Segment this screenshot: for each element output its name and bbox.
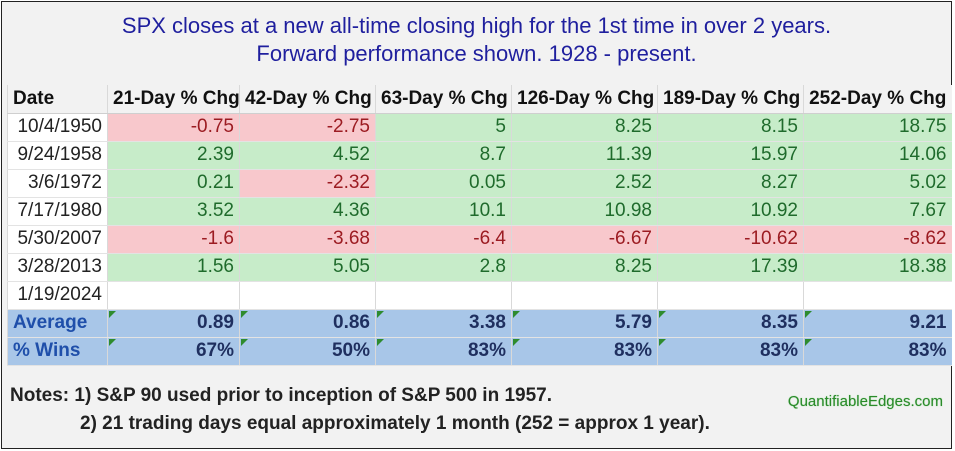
column-header-126d: 126-Day % Chg bbox=[511, 85, 658, 114]
table-row: 3/6/1972 0.21 -2.32 0.05 2.52 8.27 5.02 bbox=[7, 169, 952, 198]
table-cell: -2.75 bbox=[239, 113, 376, 142]
table-cell bbox=[107, 281, 240, 310]
table-cell: -3.68 bbox=[239, 225, 376, 254]
table-cell: -6.4 bbox=[375, 225, 512, 254]
table-cell: 11.39 bbox=[511, 141, 658, 170]
table-cell: 10.92 bbox=[657, 197, 804, 226]
row-date: 5/30/2007 bbox=[7, 225, 108, 254]
summary-row: Average 0.89 0.86 3.38 5.79 8.35 9.21 bbox=[7, 309, 952, 338]
summary-cell: 83% bbox=[657, 337, 804, 366]
column-header-42d: 42-Day % Chg bbox=[239, 85, 376, 114]
table-cell: 8.15 bbox=[657, 113, 804, 142]
column-header-date: Date bbox=[7, 85, 108, 114]
summary-row: % Wins 67% 50% 83% 83% 83% 83% bbox=[7, 337, 952, 366]
table-cell: 0.21 bbox=[107, 169, 240, 198]
summary-label: Average bbox=[7, 309, 108, 338]
table-cell: -1.6 bbox=[107, 225, 240, 254]
table-cell: 4.36 bbox=[239, 197, 376, 226]
table-row: 3/28/2013 1.56 5.05 2.8 8.25 17.39 18.38 bbox=[7, 253, 952, 282]
table-row: 1/19/2024 bbox=[7, 281, 952, 310]
row-date: 7/17/1980 bbox=[7, 197, 108, 226]
summary-cell: 83% bbox=[375, 337, 512, 366]
table-row: 7/17/1980 3.52 4.36 10.1 10.98 10.92 7.67 bbox=[7, 197, 952, 226]
table-cell: 8.25 bbox=[511, 113, 658, 142]
table-cell: 10.1 bbox=[375, 197, 512, 226]
table-cell: -6.67 bbox=[511, 225, 658, 254]
summary-label: % Wins bbox=[7, 337, 108, 366]
title-line-2: Forward performance shown. 1928 - presen… bbox=[256, 41, 697, 66]
table-cell: -2.32 bbox=[239, 169, 376, 198]
row-date: 9/24/1958 bbox=[7, 141, 108, 170]
table-cell: 15.97 bbox=[657, 141, 804, 170]
column-header-21d: 21-Day % Chg bbox=[107, 85, 240, 114]
summary-cell: 0.86 bbox=[239, 309, 376, 338]
summary-cell: 67% bbox=[107, 337, 240, 366]
note-1: Notes: 1) S&P 90 used prior to inception… bbox=[10, 385, 553, 406]
table-row: 9/24/1958 2.39 4.52 8.7 11.39 15.97 14.06 bbox=[7, 141, 952, 170]
summary-cell: 0.89 bbox=[107, 309, 240, 338]
table-row: 5/30/2007 -1.6 -3.68 -6.4 -6.67 -10.62 -8.62 bbox=[7, 225, 952, 254]
row-date: 10/4/1950 bbox=[7, 113, 108, 142]
column-header-63d: 63-Day % Chg bbox=[375, 85, 512, 114]
table-cell: 0.05 bbox=[375, 169, 512, 198]
row-date: 1/19/2024 bbox=[7, 281, 108, 310]
table-cell: 8.27 bbox=[657, 169, 804, 198]
title-line-1: SPX closes at a new all-time closing hig… bbox=[121, 13, 832, 38]
table-cell bbox=[375, 281, 512, 310]
brand-watermark: QuantifiableEdges.com bbox=[787, 393, 943, 410]
table-cell: 2.8 bbox=[375, 253, 512, 282]
table-cell: 3.52 bbox=[107, 197, 240, 226]
table-cell: 1.56 bbox=[107, 253, 240, 282]
notes: Notes: 1) S&P 90 used prior to inception… bbox=[10, 382, 710, 438]
performance-table: Date 21-Day % Chg 42-Day % Chg 63-Day % … bbox=[7, 85, 952, 366]
column-header-252d: 252-Day % Chg bbox=[803, 85, 952, 114]
table-header-row: Date 21-Day % Chg 42-Day % Chg 63-Day % … bbox=[7, 85, 952, 114]
table-cell: 5.05 bbox=[239, 253, 376, 282]
summary-cell: 9.21 bbox=[803, 309, 952, 338]
table-cell: -0.75 bbox=[107, 113, 240, 142]
table-cell: 4.52 bbox=[239, 141, 376, 170]
table-cell: 8.25 bbox=[511, 253, 658, 282]
summary-cell: 5.79 bbox=[511, 309, 658, 338]
page-title: SPX closes at a new all-time closing hig… bbox=[2, 12, 951, 68]
table-cell: 5.02 bbox=[803, 169, 952, 198]
table-cell: 2.39 bbox=[107, 141, 240, 170]
summary-cell: 50% bbox=[239, 337, 376, 366]
table-cell: 8.7 bbox=[375, 141, 512, 170]
table-cell bbox=[511, 281, 658, 310]
summary-cell: 3.38 bbox=[375, 309, 512, 338]
table-cell bbox=[239, 281, 376, 310]
table-cell: 7.67 bbox=[803, 197, 952, 226]
table-cell: 18.75 bbox=[803, 113, 952, 142]
summary-cell: 83% bbox=[803, 337, 952, 366]
table-cell: 5 bbox=[375, 113, 512, 142]
table-cell: -10.62 bbox=[657, 225, 804, 254]
summary-cell: 8.35 bbox=[657, 309, 804, 338]
table-cell: 14.06 bbox=[803, 141, 952, 170]
table-cell: 17.39 bbox=[657, 253, 804, 282]
table-cell: 18.38 bbox=[803, 253, 952, 282]
table-row: 10/4/1950 -0.75 -2.75 5 8.25 8.15 18.75 bbox=[7, 113, 952, 142]
table-cell: -8.62 bbox=[803, 225, 952, 254]
table-cell: 2.52 bbox=[511, 169, 658, 198]
summary-cell: 83% bbox=[511, 337, 658, 366]
row-date: 3/28/2013 bbox=[7, 253, 108, 282]
note-2: 2) 21 trading days equal approximately 1… bbox=[80, 413, 710, 434]
row-date: 3/6/1972 bbox=[7, 169, 108, 198]
table-cell bbox=[803, 281, 952, 310]
table-cell: 10.98 bbox=[511, 197, 658, 226]
table-cell bbox=[657, 281, 804, 310]
column-header-189d: 189-Day % Chg bbox=[657, 85, 804, 114]
